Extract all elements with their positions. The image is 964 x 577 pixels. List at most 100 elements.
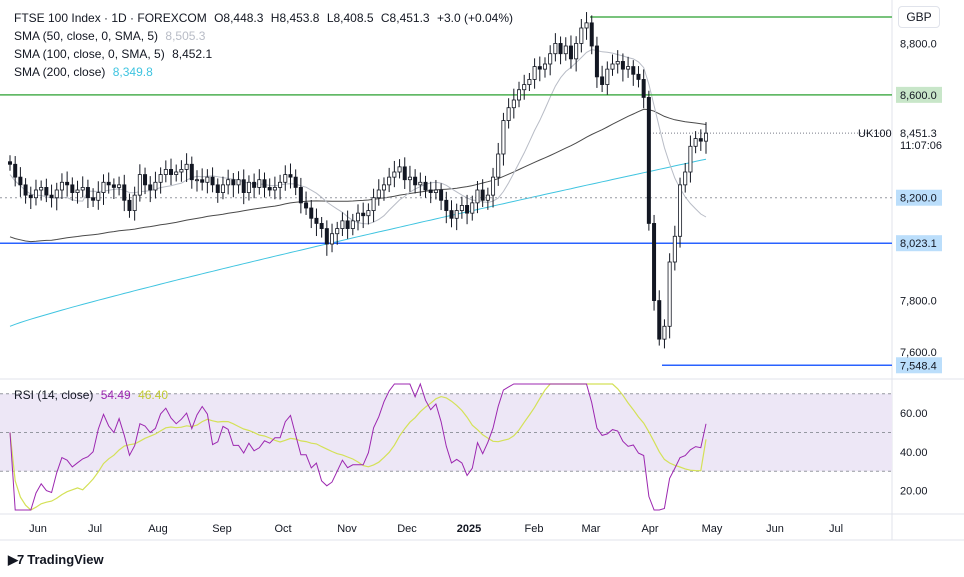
candle-up [246, 181, 251, 193]
currency-label: GBP [906, 10, 932, 24]
candle-up [39, 187, 44, 191]
candle-up [678, 184, 683, 237]
candle-up [506, 107, 511, 121]
candle-up [283, 174, 288, 183]
price-tick-label: 7,600.0 [900, 347, 937, 359]
level-label-bg [896, 86, 942, 103]
time-tick-label: Sep [212, 523, 232, 535]
brand-label: TradingView [27, 552, 104, 567]
sma200-label: SMA (200, close) [14, 65, 106, 79]
time-axis: Jun Jul Aug Sep Oct Nov Dec 2025 Feb Mar Apr May Jun… [29, 523, 843, 535]
candle-up [527, 79, 532, 85]
sma100-legend: SMA (100, close, 0, SMA, 5) 8,452.1 [14, 47, 216, 61]
candle-up [163, 169, 168, 175]
candle-up [491, 176, 496, 196]
level-label: 8,600.0 [900, 90, 937, 102]
candle-up [501, 120, 506, 155]
candle-down [423, 181, 428, 191]
candle-up [454, 210, 459, 219]
candle-up [54, 189, 59, 199]
candle-up [615, 61, 620, 65]
candle-down [7, 161, 12, 165]
candle-up [194, 179, 199, 182]
candle-down [428, 189, 433, 193]
time-tick-label: Aug [148, 523, 168, 535]
level-label: 8,023.1 [900, 238, 937, 250]
candle-up [220, 184, 225, 193]
sma100-value: 8,452.1 [172, 47, 213, 61]
candle-up [376, 189, 381, 199]
time-tick-label: Oct [274, 523, 291, 535]
candle-up [371, 197, 376, 211]
candle-down [402, 166, 407, 181]
change-value: +3.0 (+0.04%) [436, 11, 513, 25]
sma50-label: SMA (50, close, 0, SMA, 5) [14, 29, 159, 43]
candle-up [205, 176, 210, 183]
level-label-bg [896, 235, 942, 252]
candle-down [304, 202, 309, 209]
low-value: L8,408.5 [326, 11, 374, 25]
candle-up [433, 189, 438, 193]
candle-down [28, 194, 33, 199]
rsi-label: RSI (14, close) [14, 388, 94, 402]
candle-down [169, 169, 174, 175]
candle-up [272, 187, 277, 191]
candle-up [153, 181, 158, 191]
sma50-value: 8,505.3 [165, 29, 206, 43]
sma100-line [9, 108, 707, 243]
candle-up [553, 43, 558, 55]
currency-button[interactable]: GBP [898, 6, 940, 28]
candle-down [439, 189, 444, 201]
candle-down [241, 179, 246, 193]
candle-up [605, 68, 610, 85]
candle-down [49, 194, 54, 199]
time-tick-label: Mar [582, 523, 601, 535]
candle-up [117, 184, 122, 188]
candle-down [324, 228, 329, 245]
candle-down [568, 45, 573, 60]
candle-up [335, 228, 340, 235]
candle-up [610, 63, 615, 70]
candle-down [111, 184, 116, 188]
time-tick-label: Jul [829, 523, 843, 535]
level-label: 7,548.4 [900, 360, 937, 372]
candle-up [330, 233, 335, 245]
candle-up [475, 189, 480, 204]
candle-down [231, 179, 236, 186]
candle-up [397, 166, 402, 173]
candle-up [485, 194, 490, 201]
candle-up [184, 163, 189, 170]
candle-up [236, 179, 241, 186]
candle-down [106, 181, 111, 186]
candle-up [517, 89, 522, 101]
candle-down [537, 66, 542, 70]
candle-up [563, 45, 568, 55]
candle-down [65, 181, 70, 186]
sma-lines [9, 49, 707, 327]
candle-down [18, 176, 23, 186]
sma200-value: 8,349.8 [112, 65, 153, 79]
candle-down [589, 22, 594, 47]
candle-up [350, 220, 355, 229]
candle-down [449, 210, 454, 219]
candle-up [392, 171, 397, 178]
candle-down [288, 174, 293, 178]
level-label-bg [896, 189, 942, 206]
candle-down [127, 199, 132, 211]
candle-up [704, 132, 709, 142]
candle-up [511, 99, 516, 109]
candle-down [148, 184, 153, 191]
candle-up [387, 176, 392, 186]
candle-up [101, 181, 106, 193]
price-axis: 8,600.0 8,200.0 8,023.1 7,548.4 8,800.0 7,800… [858, 38, 942, 497]
close-value: C8,451.3 [380, 11, 430, 25]
candle-up [226, 179, 231, 186]
last-price-label: 8,451.3 [900, 128, 937, 140]
candle-up [548, 53, 553, 65]
candle-down [91, 197, 96, 201]
candle-up [179, 169, 184, 173]
candle-up [626, 66, 631, 70]
candle-up [158, 174, 163, 183]
candle-down [413, 176, 418, 186]
